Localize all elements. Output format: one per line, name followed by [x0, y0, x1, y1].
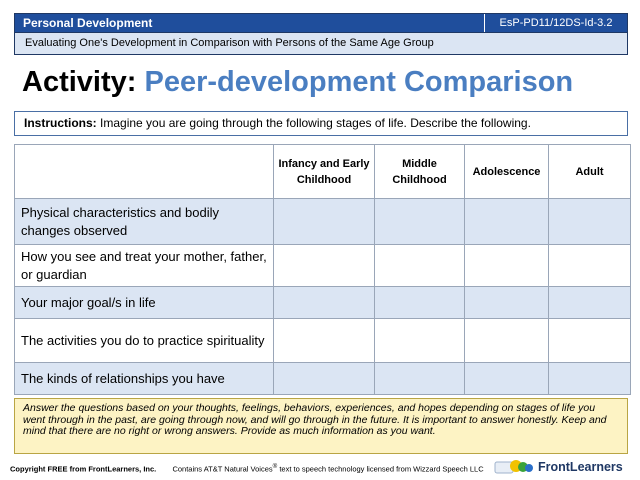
answer-cell[interactable]	[374, 244, 465, 287]
column-header-adolescence: Adolescence	[464, 144, 549, 199]
table-row: The kinds of relationships you have	[14, 362, 631, 395]
instructions-box: Instructions: Imagine you are going thro…	[14, 111, 628, 136]
lesson-subtitle: Evaluating One's Development in Comparis…	[14, 33, 628, 55]
table-row: How you see and treat your mother, fathe…	[14, 244, 631, 287]
row-label: The activities you do to practice spirit…	[14, 318, 274, 363]
answer-cell[interactable]	[464, 198, 549, 245]
answer-cell[interactable]	[548, 318, 631, 363]
answer-cell[interactable]	[374, 362, 465, 395]
footer-text: Copyright FREE from FrontLearners, Inc. …	[10, 463, 484, 474]
comparison-table: Infancy and Early Childhood Middle Child…	[14, 144, 631, 395]
answer-cell[interactable]	[374, 318, 465, 363]
brand-logo: FrontLearners	[494, 457, 623, 477]
table-row: Your major goal/s in life	[14, 286, 631, 319]
brand-name: FrontLearners	[538, 460, 623, 474]
row-label: Your major goal/s in life	[14, 286, 274, 319]
page-title: Activity: Peer-development Comparison	[22, 62, 573, 102]
title-rest: Peer-development Comparison	[144, 66, 574, 98]
table-row: Physical characteristics and bodily chan…	[14, 198, 631, 245]
answer-cell[interactable]	[273, 318, 375, 363]
answer-cell[interactable]	[548, 244, 631, 287]
column-header-infancy: Infancy and Early Childhood	[273, 144, 375, 199]
answer-cell[interactable]	[464, 318, 549, 363]
answer-cell[interactable]	[548, 286, 631, 319]
title-lead: Activity:	[22, 66, 137, 98]
answer-cell[interactable]	[273, 198, 375, 245]
answer-cell[interactable]	[273, 286, 375, 319]
row-label: How you see and treat your mother, fathe…	[14, 244, 274, 287]
row-label: The kinds of relationships you have	[14, 362, 274, 395]
answer-cell[interactable]	[548, 362, 631, 395]
answer-cell[interactable]	[464, 362, 549, 395]
instructions-text: Imagine you are going through the follow…	[100, 116, 531, 130]
answer-cell[interactable]	[374, 198, 465, 245]
frontlearners-logo-icon	[494, 460, 533, 474]
answer-cell[interactable]	[273, 362, 375, 395]
instructions-label: Instructions:	[24, 116, 97, 130]
answer-cell[interactable]	[374, 286, 465, 319]
column-header-adult: Adult	[548, 144, 631, 199]
answer-cell[interactable]	[464, 244, 549, 287]
voices-text-rest: text to speech technology licensed from …	[277, 464, 484, 474]
table-row: The activities you do to practice spirit…	[14, 318, 631, 363]
voices-text: Contains AT&T Natural Voices	[172, 464, 273, 474]
row-label: Physical characteristics and bodily chan…	[14, 198, 274, 245]
copyright-text: Copyright FREE from FrontLearners, Inc.	[10, 464, 157, 474]
table-header-row: Infancy and Early Childhood Middle Child…	[14, 144, 631, 199]
answer-cell[interactable]	[548, 198, 631, 245]
subject-label: Personal Development	[15, 14, 484, 32]
column-header-middle-childhood: Middle Childhood	[374, 144, 465, 199]
header-bar: Personal Development EsP-PD11/12DS-Id-3.…	[14, 13, 628, 33]
registered-mark: ®	[272, 463, 278, 470]
answer-cell[interactable]	[273, 244, 375, 287]
column-header-blank	[14, 144, 274, 199]
answer-cell[interactable]	[464, 286, 549, 319]
note-box: Answer the questions based on your thoug…	[14, 398, 628, 454]
lesson-code: EsP-PD11/12DS-Id-3.2	[484, 14, 627, 32]
